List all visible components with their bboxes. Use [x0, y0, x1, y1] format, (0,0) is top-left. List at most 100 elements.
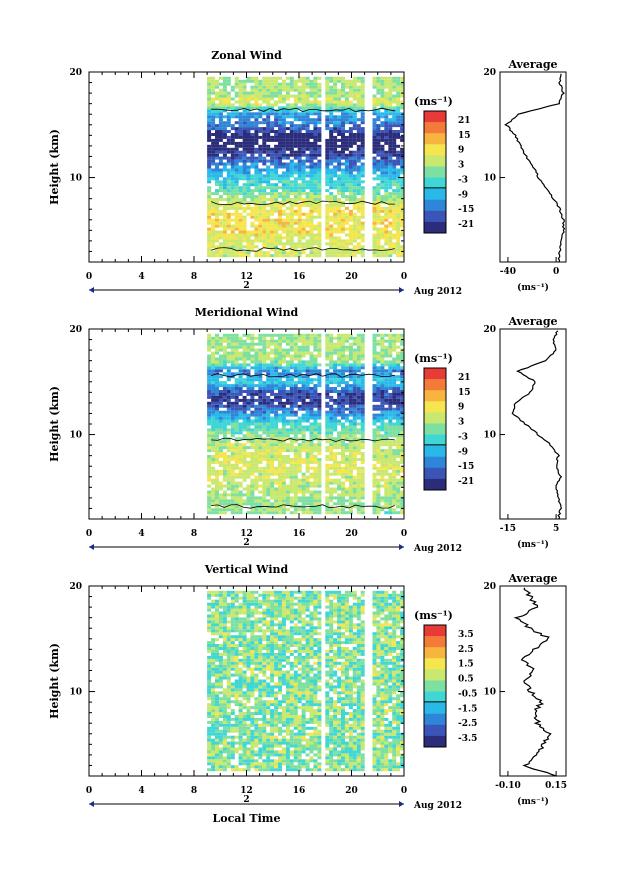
- heatmap-cell: [333, 153, 338, 157]
- heatmap-cell: [372, 481, 377, 485]
- heatmap-cell: [392, 357, 397, 361]
- heatmap-cell: [207, 372, 212, 376]
- heatmap-cell: [380, 378, 385, 382]
- heatmap-cell: [211, 401, 216, 405]
- heatmap-cell: [341, 345, 345, 349]
- heatmap-cell: [396, 254, 401, 258]
- heatmap-cell: [344, 511, 349, 515]
- heatmap-cell: [218, 144, 223, 148]
- heatmap-cell: [293, 381, 298, 385]
- heatmap-cell: [262, 94, 267, 98]
- heatmap-cell: [301, 141, 306, 145]
- heatmap-cell: [396, 130, 401, 133]
- heatmap-cell: [388, 141, 393, 145]
- heatmap-cell: [301, 168, 306, 172]
- heatmap-cell: [289, 333, 294, 337]
- heatmap-cell: [356, 159, 361, 163]
- heatmap-cell: [309, 100, 314, 104]
- heatmap-cell: [215, 348, 219, 352]
- heatmap-cell: [329, 360, 334, 364]
- heatmap-cell: [270, 484, 275, 488]
- heatmap-cell: [211, 245, 216, 249]
- heatmap-cell: [388, 144, 393, 148]
- heatmap-cell: [270, 245, 275, 249]
- heatmap-cell: [309, 118, 314, 122]
- heatmap-cell: [254, 183, 259, 187]
- heatmap-cell: [352, 434, 357, 438]
- heatmap-cell: [274, 458, 279, 461]
- heatmap-cell: [281, 254, 286, 258]
- heatmap-cell: [278, 212, 282, 216]
- heatmap-cell: [313, 150, 318, 154]
- heatmap-cell: [333, 416, 338, 420]
- heatmap-cell: [222, 254, 227, 258]
- heatmap-cell: [337, 419, 342, 423]
- heatmap-cell: [329, 195, 334, 199]
- heatmap-cell: [211, 398, 216, 402]
- heatmap-cell: [337, 437, 342, 441]
- heatmap-cell: [281, 242, 286, 246]
- heatmap-cell: [262, 487, 267, 491]
- heatmap-cell: [337, 76, 342, 80]
- heatmap-cell: [341, 133, 345, 136]
- heatmap-cell: [372, 85, 377, 89]
- heatmap-cell: [380, 171, 385, 175]
- heatmap-cell: [380, 460, 385, 464]
- heatmap-cell: [317, 198, 322, 201]
- heatmap-cell: [337, 378, 342, 382]
- heatmap-cell: [309, 195, 314, 199]
- heatmap-cell: [226, 150, 231, 154]
- heatmap-cell: [313, 198, 318, 201]
- heatmap-cell: [270, 384, 275, 388]
- heatmap-cell: [297, 460, 302, 464]
- heatmap-cell: [278, 153, 282, 157]
- heatmap-cell: [222, 472, 227, 476]
- heatmap-cell: [258, 180, 263, 184]
- heatmap-cell: [293, 446, 298, 450]
- heatmap-cell: [341, 508, 345, 512]
- heatmap-cell: [356, 458, 361, 461]
- heatmap-cell: [222, 455, 227, 458]
- heatmap-cell: [226, 392, 231, 396]
- heatmap-cell: [325, 224, 330, 228]
- heatmap-cell: [289, 251, 294, 255]
- heatmap-cell: [234, 239, 239, 243]
- heatmap-cell: [238, 206, 243, 210]
- heatmap-cell: [222, 440, 227, 444]
- heatmap-cell: [329, 251, 334, 255]
- heatmap-cell: [337, 103, 342, 107]
- heatmap-cell: [317, 481, 322, 485]
- heatmap-cell: [293, 384, 298, 388]
- heatmap-cell: [325, 150, 330, 154]
- heatmap-cell: [356, 144, 361, 148]
- heatmap-cell: [262, 428, 267, 432]
- heatmap-cell: [313, 201, 318, 204]
- heatmap-cell: [226, 478, 231, 482]
- heatmap-cell: [400, 168, 405, 172]
- heatmap-cell: [384, 124, 389, 128]
- heatmap-cell: [329, 351, 334, 355]
- heatmap-cell: [262, 162, 267, 166]
- heatmap-cell: [222, 100, 227, 104]
- heatmap-cell: [274, 351, 279, 355]
- heatmap-cell: [207, 254, 212, 258]
- heatmap-cell: [297, 369, 302, 373]
- heatmap-cell: [222, 419, 227, 423]
- heatmap-cell: [313, 82, 318, 86]
- heatmap-cell: [218, 375, 223, 379]
- heatmap-cell: [329, 490, 334, 494]
- heatmap-cell: [270, 428, 275, 432]
- heatmap-cell: [218, 357, 223, 361]
- heatmap-cell: [301, 384, 306, 388]
- heatmap-cell: [211, 422, 216, 426]
- heatmap-cell: [246, 189, 251, 193]
- heatmap-cell: [293, 218, 298, 222]
- heatmap-cell: [384, 76, 389, 80]
- heatmap-cell: [211, 162, 216, 166]
- heatmap-cell: [305, 496, 310, 500]
- heatmap-cell: [297, 233, 302, 237]
- heatmap-cell: [262, 138, 267, 142]
- heatmap-cell: [250, 177, 255, 181]
- heatmap-cell: [341, 242, 345, 246]
